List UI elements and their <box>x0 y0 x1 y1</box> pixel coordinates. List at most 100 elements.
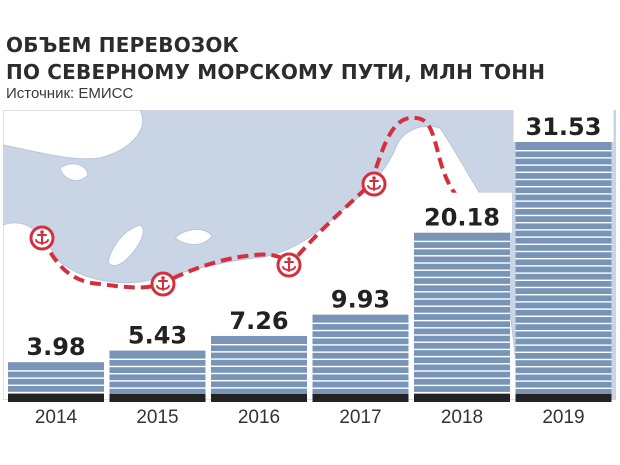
bar-label-backing <box>412 192 512 233</box>
bar-stripe <box>312 337 409 339</box>
bar-stripe <box>211 343 307 346</box>
source-note: Источник: ЕМИСС <box>6 85 134 102</box>
bar-stripe <box>515 222 612 224</box>
bar-stripe <box>414 334 510 336</box>
value-label: 31.53 <box>526 113 602 141</box>
bar-stripe <box>515 279 612 281</box>
bar-stripe <box>109 387 206 389</box>
bar-label-backing <box>209 295 309 336</box>
bars-group: 3.98 2014 5.43 2015 7.26 2016 9.93 2017 20.18 201… <box>6 102 614 428</box>
anchor-icon <box>276 252 302 278</box>
bar-stripe <box>211 351 307 353</box>
bar-label-backing <box>107 310 208 351</box>
map-greenland-coast <box>3 110 144 160</box>
bar-stripe <box>515 250 612 253</box>
bar-stripe <box>109 358 206 361</box>
bar-stripe <box>515 150 612 152</box>
bar-stripe <box>312 387 409 389</box>
bar-stripe <box>515 193 612 195</box>
bar-stripe <box>312 344 409 346</box>
anchor-icon <box>150 271 176 297</box>
category-label: 2017 <box>339 407 381 428</box>
anchor-icon <box>361 171 387 197</box>
bar-stripe <box>414 312 510 315</box>
category-label: 2014 <box>35 407 78 428</box>
bar-stripe <box>515 171 612 173</box>
bar-base <box>109 394 206 402</box>
bar-stripe <box>515 351 612 353</box>
bar-stripe <box>515 272 612 274</box>
bar-stripe <box>515 265 612 267</box>
bar-stripe <box>211 387 307 389</box>
bar-stripe <box>8 377 104 379</box>
bar-stripe <box>515 294 612 296</box>
bar-stripe <box>109 380 206 382</box>
bar-stripe <box>109 373 206 375</box>
bar-stripe <box>414 377 510 379</box>
bar-stripe <box>414 391 510 394</box>
bar-stripe <box>414 255 510 257</box>
bar-label-backing <box>513 102 614 142</box>
bar-stripe <box>211 379 307 382</box>
bar-stripe <box>414 262 510 264</box>
bar-stripe <box>515 164 612 166</box>
bar-stripe <box>515 373 612 375</box>
bar-stripe <box>312 373 409 375</box>
bar-stripe <box>515 301 612 303</box>
bar-stripe <box>414 319 510 322</box>
bar-stripe <box>312 329 409 332</box>
bar-stripe <box>414 269 510 271</box>
bar-stripe <box>515 186 612 188</box>
bar-stripe <box>515 200 612 202</box>
bar-stripe <box>414 355 510 358</box>
bar-2016 <box>211 335 307 394</box>
value-label: 20.18 <box>424 204 500 232</box>
bar-base <box>8 394 104 402</box>
bar-stripe <box>515 380 612 382</box>
value-label: 5.43 <box>128 322 187 350</box>
bar-stripe <box>8 384 104 386</box>
bar-stripe <box>414 370 510 372</box>
bar-base <box>515 394 612 402</box>
bar-2015 <box>109 350 206 394</box>
bar-base <box>211 394 307 402</box>
bar-stripe <box>8 391 104 394</box>
bar-stripe <box>414 341 510 343</box>
bar-stripe <box>515 157 612 159</box>
bar-label-backing <box>310 274 411 315</box>
title-line-2: ПО СЕВЕРНОМУ МОРСКОМУ ПУТИ, МЛН ТОНН <box>6 60 546 84</box>
bar-stripe <box>515 330 612 332</box>
bar-stripe <box>515 358 612 361</box>
bar-base <box>312 394 409 402</box>
bar-stripe <box>211 358 307 360</box>
bar-stripe <box>515 322 612 325</box>
bar-stripe <box>414 327 510 329</box>
bar-stripe <box>515 344 612 346</box>
bar-stripe <box>414 240 510 243</box>
category-label: 2019 <box>542 407 584 428</box>
bar-stripe <box>515 337 612 339</box>
title-line-1: ОБЪЕМ ПЕРЕВОЗОК <box>6 33 240 57</box>
bar-label-backing <box>6 322 106 363</box>
bar-stripe <box>515 286 612 289</box>
bar-stripe <box>109 365 206 368</box>
bar-stripe <box>515 258 612 260</box>
bar-stripe <box>414 291 510 293</box>
bar-stripe <box>312 322 409 325</box>
bar-stripe <box>414 363 510 365</box>
bar-base <box>414 394 510 402</box>
bar-stripe <box>414 276 510 279</box>
port-markers <box>29 171 387 297</box>
value-label: 9.93 <box>331 286 390 314</box>
chart-title: ОБЪЕМ ПЕРЕВОЗОК ПО СЕВЕРНОМУ МОРСКОМУ ПУ… <box>6 32 545 86</box>
bar-stripe <box>414 348 510 351</box>
bar-stripe <box>414 283 510 286</box>
bar-stripe <box>515 214 612 217</box>
category-label: 2018 <box>441 407 483 428</box>
anchor-icon <box>29 225 55 251</box>
bar-stripe <box>414 384 510 387</box>
bar-stripe <box>414 298 510 300</box>
bar-stripe <box>211 372 307 375</box>
category-label: 2016 <box>238 407 280 428</box>
